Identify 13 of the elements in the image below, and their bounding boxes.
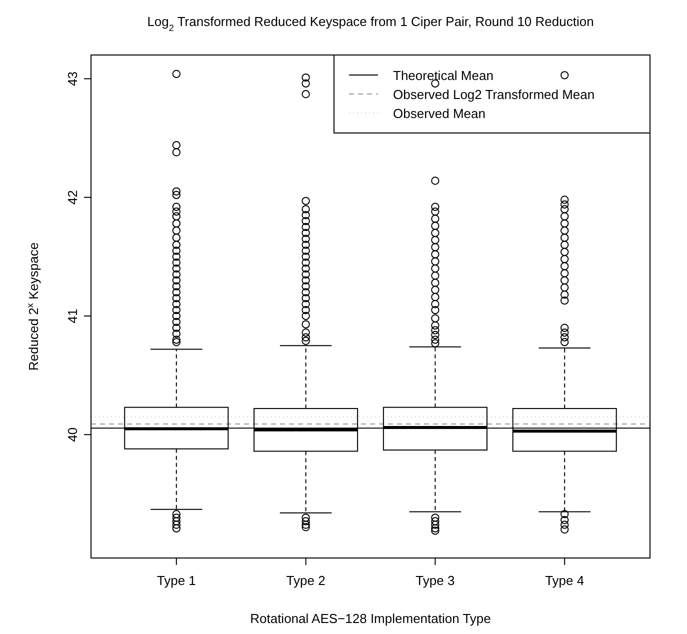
x-axis-title: Rotational AES−128 Implementation Type: [250, 611, 491, 626]
x-tick-label: Type 1: [156, 573, 196, 588]
x-tick-label: Type 4: [545, 573, 584, 588]
chart-title: Log$_{2}$ Transformed Reduced Keyspace from 1 Ciper Pair, Round 10 Reduction: [147, 14, 594, 33]
legend-label: Observed Log2 Transformed Mean: [393, 87, 595, 102]
legend-label: Observed Mean: [393, 106, 486, 121]
x-tick-label: Type 2: [286, 573, 326, 588]
legend-label: Theoretical Mean: [393, 68, 494, 83]
y-tick-label: 40: [65, 427, 80, 442]
y-tick-label: 43: [65, 71, 80, 86]
y-tick-label: 41: [65, 308, 80, 324]
y-tick-label: 42: [65, 190, 80, 205]
x-tick-label: Type 3: [416, 573, 455, 588]
